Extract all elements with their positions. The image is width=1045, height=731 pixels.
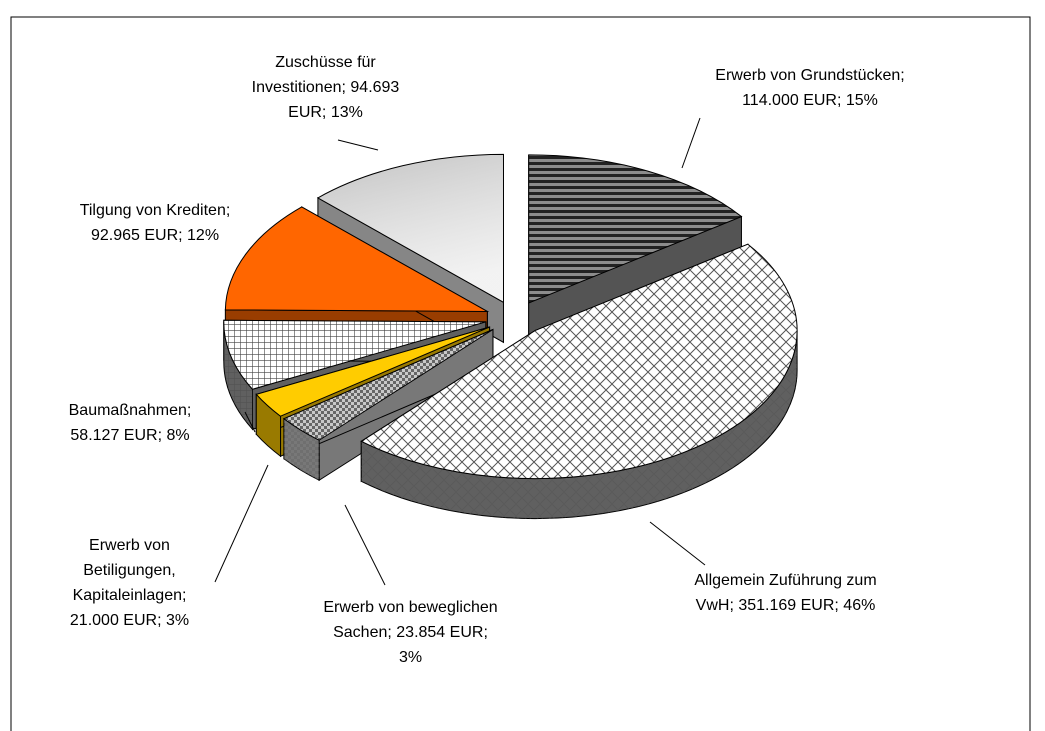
slice-pattern xyxy=(223,320,486,390)
slice-pattern xyxy=(528,154,742,303)
label-part: 3% xyxy=(398,649,423,666)
label-part: 21.000 EUR xyxy=(69,612,158,629)
label-part: Zuschüsse für Investitionen xyxy=(251,54,376,96)
leader-line xyxy=(337,139,379,151)
slice-outline xyxy=(360,243,798,480)
label-part: ; xyxy=(186,402,192,419)
label-part: 13% xyxy=(330,104,363,121)
data-label: Allgemein Zuführung zum VwH; 351.169 EUR… xyxy=(693,568,878,618)
label-part: ; xyxy=(387,624,397,641)
data-label: Tilgung von Krediten; 92.965 EUR; 12% xyxy=(55,198,255,248)
label-part: 8% xyxy=(166,427,190,444)
chart-frame xyxy=(10,16,1031,731)
label-part: ; xyxy=(900,67,905,84)
label-part: 114.000 EUR xyxy=(742,92,837,109)
slice-outline xyxy=(316,153,504,304)
label-part: ; xyxy=(729,597,739,614)
label-part: ; xyxy=(157,612,166,629)
slice-pattern xyxy=(317,154,504,303)
leader-line xyxy=(681,117,701,169)
slice-outline xyxy=(224,206,490,312)
data-label: Erwerb von Betiligungen, Kapitaleinlagen… xyxy=(57,533,202,633)
label-part: ; xyxy=(321,104,331,121)
slice-outline xyxy=(528,154,743,304)
data-label: Erwerb von beweglichen Sachen; 23.854 EU… xyxy=(323,595,498,670)
label-part: ; xyxy=(834,597,844,614)
label-part: 92.965 EUR xyxy=(90,227,179,244)
leader-line xyxy=(344,504,386,586)
slice-side-pattern xyxy=(283,418,320,481)
leader-line xyxy=(649,521,706,566)
data-label: Zuschüsse für Investitionen; 94.693 EUR;… xyxy=(238,50,413,125)
slice-outline xyxy=(282,329,494,441)
slice-outline xyxy=(223,319,486,390)
data-label: Baumaßnahmen; 58.127 EUR; 8% xyxy=(55,398,205,448)
label-part: 12% xyxy=(187,227,220,244)
leader-line xyxy=(214,464,269,583)
label-part: ; xyxy=(483,624,488,641)
label-part: ; xyxy=(341,79,351,96)
slice-pattern xyxy=(361,244,798,479)
label-part: 94.693 EUR xyxy=(288,79,400,121)
pie-slice xyxy=(225,206,488,312)
label-part: 3% xyxy=(165,612,190,629)
label-part: ; xyxy=(178,227,188,244)
label-part: Baumaßnahmen xyxy=(68,402,187,419)
label-part: Tilgung von Krediten xyxy=(79,202,226,219)
pie-slice xyxy=(256,326,490,417)
label-part: ; xyxy=(225,202,231,219)
label-part: ; xyxy=(157,427,167,444)
slice-side-pattern xyxy=(361,330,798,519)
slice-outline xyxy=(255,326,490,417)
label-part: 46% xyxy=(843,597,876,614)
slice-side-pattern xyxy=(223,321,253,430)
label-part: 58.127 EUR xyxy=(70,427,158,444)
leader-line xyxy=(244,411,256,433)
label-part: 15% xyxy=(845,92,878,109)
label-part: 23.854 EUR xyxy=(396,624,484,641)
label-part: Erwerb von Grundstücken xyxy=(715,67,901,84)
label-part: Erwerb von Betiligungen, Kapitaleinlagen xyxy=(72,537,182,604)
label-part: ; xyxy=(181,587,187,604)
label-part: 351.169 EUR xyxy=(738,597,835,614)
label-part: ; xyxy=(836,92,846,109)
label-part: Allgemein Zuführung zum VwH xyxy=(694,572,877,614)
slice-pattern xyxy=(283,329,493,441)
label-part: Erwerb von beweglichen Sachen xyxy=(323,599,498,641)
data-label: Erwerb von Grundstücken; 114.000 EUR; 15… xyxy=(710,63,910,113)
